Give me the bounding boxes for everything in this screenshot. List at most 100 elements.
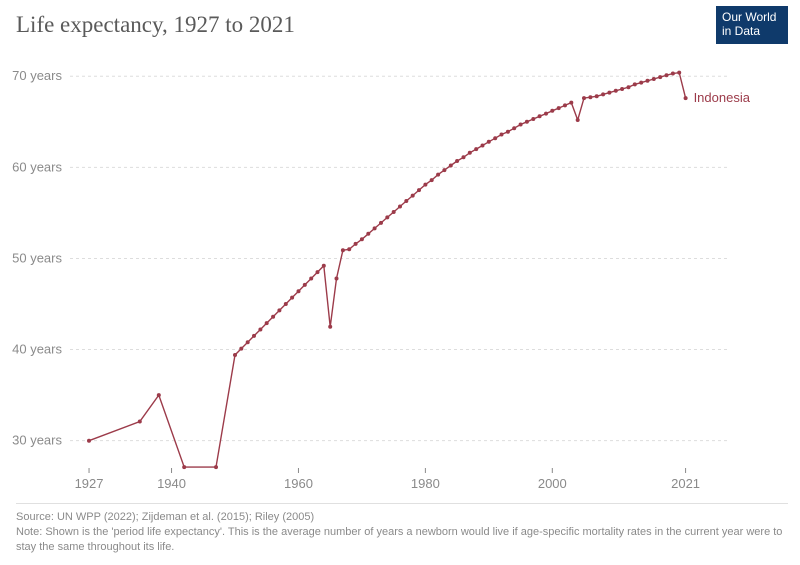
data-point xyxy=(157,393,161,397)
data-point xyxy=(569,101,573,105)
logo-line-2: in Data xyxy=(722,24,760,38)
series-line-indonesia xyxy=(89,73,686,468)
data-point xyxy=(360,237,364,241)
x-tick-label: 1980 xyxy=(411,476,440,491)
data-point xyxy=(411,194,415,198)
data-point xyxy=(671,72,675,76)
data-point xyxy=(316,270,320,274)
y-tick-label: 50 years xyxy=(12,250,62,265)
data-point xyxy=(646,79,650,83)
data-point xyxy=(550,109,554,113)
data-point xyxy=(595,94,599,98)
owid-logo[interactable]: Our World in Data xyxy=(716,6,788,44)
data-point xyxy=(322,264,326,268)
y-tick-label: 60 years xyxy=(12,159,62,174)
data-point xyxy=(658,75,662,79)
data-point xyxy=(290,296,294,300)
data-point xyxy=(239,347,243,351)
data-point xyxy=(601,92,605,96)
source-line: Source: UN WPP (2022); Zijdeman et al. (… xyxy=(16,510,788,525)
data-point xyxy=(442,168,446,172)
logo-line-1: Our World xyxy=(722,10,776,24)
data-point xyxy=(468,151,472,155)
data-point xyxy=(544,112,548,116)
data-point xyxy=(607,91,611,95)
data-point xyxy=(449,164,453,168)
chart-title: Life expectancy, 1927 to 2021 xyxy=(16,12,295,38)
data-point xyxy=(627,85,631,89)
data-point xyxy=(138,420,142,424)
data-point xyxy=(500,133,504,137)
chart-svg: 30 years 40 years 50 years 60 years 70 years… xyxy=(0,48,800,498)
data-point xyxy=(614,89,618,93)
x-tick-label: 2000 xyxy=(538,476,567,491)
data-point xyxy=(417,188,421,192)
x-tick-label: 1940 xyxy=(157,476,186,491)
data-point xyxy=(233,353,237,357)
data-point xyxy=(87,439,91,443)
y-tick-label: 70 years xyxy=(12,68,62,83)
y-tick-label: 40 years xyxy=(12,342,62,357)
data-point xyxy=(639,81,643,85)
data-point xyxy=(404,199,408,203)
data-point xyxy=(379,221,383,225)
data-point xyxy=(258,328,262,332)
data-point xyxy=(385,215,389,219)
data-point xyxy=(684,96,688,100)
data-point xyxy=(277,308,281,312)
data-point xyxy=(271,315,275,319)
data-point xyxy=(303,283,307,287)
data-point xyxy=(347,247,351,251)
y-tick-label: 30 years xyxy=(12,433,62,448)
data-point xyxy=(297,289,301,293)
x-tick-label: 1960 xyxy=(284,476,313,491)
data-point xyxy=(665,73,669,77)
data-point xyxy=(677,71,681,75)
footer: Source: UN WPP (2022); Zijdeman et al. (… xyxy=(16,503,788,555)
data-point xyxy=(588,95,592,99)
x-tick-label: 2021 xyxy=(671,476,700,491)
data-point xyxy=(519,123,523,127)
data-point xyxy=(652,77,656,81)
data-point xyxy=(309,277,313,281)
data-point xyxy=(481,144,485,148)
data-point xyxy=(455,159,459,163)
data-point xyxy=(246,340,250,344)
data-point xyxy=(366,232,370,236)
header: Life expectancy, 1927 to 2021 Our World … xyxy=(0,0,800,48)
data-point xyxy=(531,117,535,121)
data-point xyxy=(506,130,510,134)
data-point xyxy=(436,173,440,177)
note-line: Note: Shown is the 'period life expectan… xyxy=(16,525,788,555)
data-point xyxy=(430,178,434,182)
data-point xyxy=(284,302,288,306)
data-point xyxy=(182,465,186,469)
data-point xyxy=(633,82,637,86)
data-point xyxy=(563,103,567,107)
data-point xyxy=(576,118,580,122)
data-point xyxy=(525,120,529,124)
data-point xyxy=(582,96,586,100)
data-point xyxy=(423,183,427,187)
data-point xyxy=(373,226,377,230)
data-point xyxy=(512,126,516,130)
data-point xyxy=(620,87,624,91)
chart-area: 30 years 40 years 50 years 60 years 70 years… xyxy=(0,48,800,498)
data-point xyxy=(493,136,497,140)
data-point xyxy=(354,242,358,246)
data-point xyxy=(487,140,491,144)
data-point xyxy=(557,106,561,110)
data-point xyxy=(265,321,269,325)
data-point xyxy=(335,277,339,281)
data-point xyxy=(538,114,542,118)
data-point xyxy=(398,205,402,209)
data-point xyxy=(474,147,478,151)
series-label-indonesia: Indonesia xyxy=(694,90,751,105)
data-point xyxy=(392,210,396,214)
data-point xyxy=(328,325,332,329)
x-tick-label: 1927 xyxy=(75,476,104,491)
data-point xyxy=(462,155,466,159)
data-point xyxy=(214,465,218,469)
data-point xyxy=(252,334,256,338)
data-point xyxy=(341,248,345,252)
